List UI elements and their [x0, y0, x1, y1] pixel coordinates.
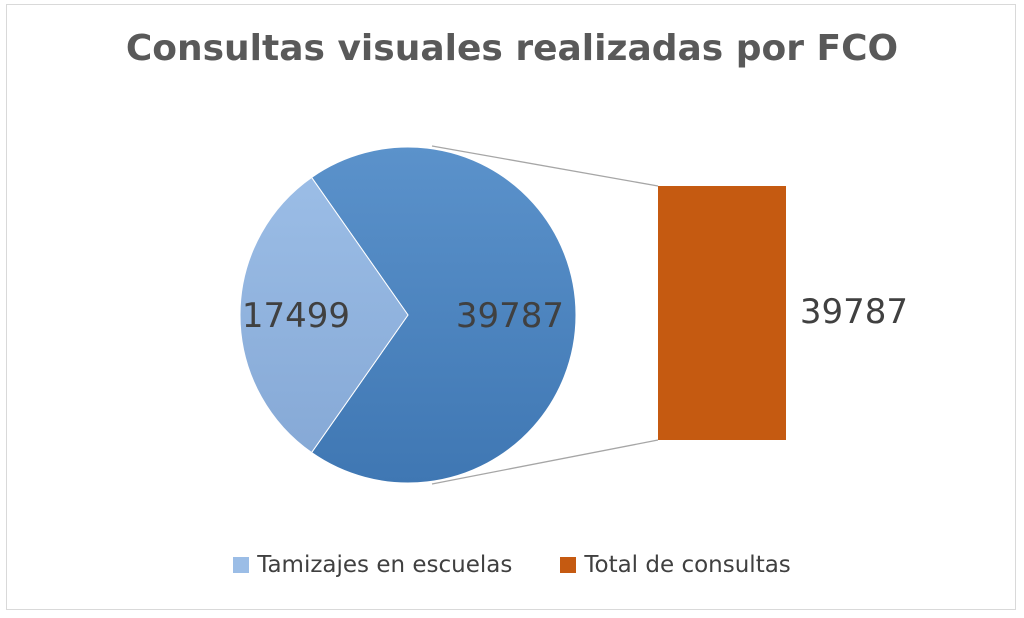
bar-group [658, 186, 786, 440]
legend-label-tamizajes: Tamizajes en escuelas [257, 552, 513, 578]
pie-slice-tamizajes [239, 176, 409, 454]
pie [239, 146, 577, 484]
legend: Tamizajes en escuelas Total de consultas [0, 552, 1024, 578]
legend-swatch-tamizajes [233, 557, 250, 573]
connector-lines [431, 145, 659, 485]
pie-slice-total [310, 146, 577, 484]
chart-title: Consultas visuales realizadas por FCO [125, 28, 899, 69]
data-label-pie-total: 39787 [456, 296, 564, 336]
data-label-tamizajes: 17499 [242, 296, 350, 336]
legend-item-total: Total de consultas [560, 552, 791, 578]
legend-label-total: Total de consultas [584, 552, 791, 578]
legend-item-tamizajes: Tamizajes en escuelas [233, 552, 512, 578]
connector-line-bottom [431, 439, 659, 485]
bar-total-consultas [658, 186, 786, 440]
data-label-bar: 39787 [800, 292, 908, 332]
connector-line-top [431, 145, 659, 187]
legend-swatch-total [560, 557, 577, 573]
data-labels: 17499 39787 39787 [242, 292, 908, 336]
